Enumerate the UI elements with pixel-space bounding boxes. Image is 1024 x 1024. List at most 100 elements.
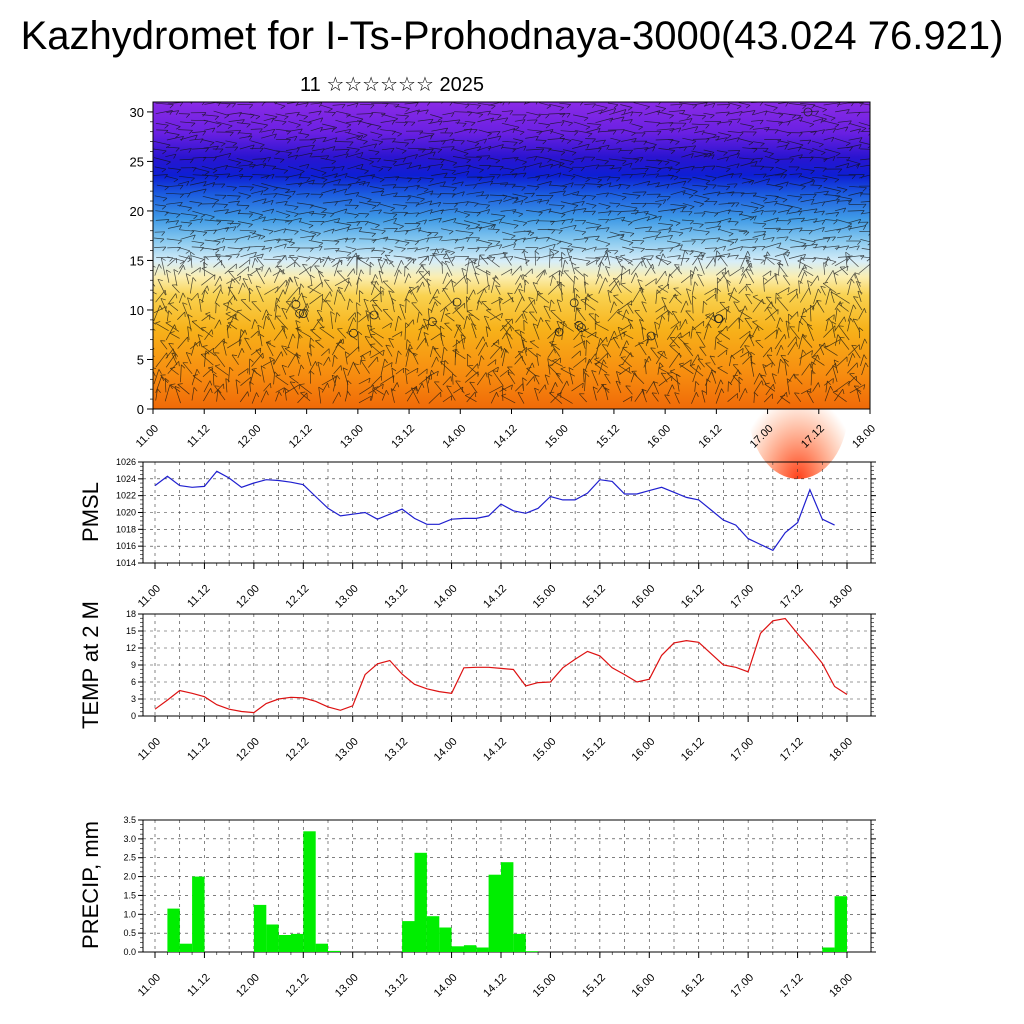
wind-barb bbox=[336, 110, 351, 115]
wind-barb-flag bbox=[560, 151, 566, 156]
wind-barb-flag bbox=[856, 163, 860, 169]
wind-barb-flag bbox=[818, 382, 821, 388]
wind-barb bbox=[573, 294, 577, 312]
wind-barb-flag bbox=[607, 289, 613, 294]
wind-barb-flag bbox=[328, 256, 331, 262]
wind-barb-flag bbox=[475, 224, 481, 228]
wind-barb bbox=[466, 391, 476, 403]
wind-barb-flag bbox=[473, 289, 476, 295]
wind-barb-flag bbox=[187, 222, 193, 227]
wind-barb bbox=[833, 272, 837, 285]
wind-barb bbox=[404, 322, 407, 340]
wind-barb bbox=[860, 148, 870, 150]
x-tick-label: 12.12 bbox=[287, 423, 315, 451]
wind-barb bbox=[823, 113, 836, 119]
wind-barb-flag bbox=[190, 102, 193, 105]
wind-barb bbox=[764, 274, 777, 285]
wind-barb bbox=[441, 168, 456, 172]
wind-barb-flag bbox=[365, 213, 370, 218]
wind-barb-flag bbox=[827, 256, 832, 261]
wind-barb bbox=[572, 143, 590, 149]
wind-barb-flag bbox=[744, 305, 748, 311]
wind-barb bbox=[658, 208, 676, 212]
wind-barb bbox=[250, 128, 263, 130]
wind-barb-flag bbox=[663, 350, 666, 356]
wind-barb bbox=[715, 209, 731, 214]
wind-barb bbox=[715, 245, 726, 250]
wind-barb-flag bbox=[676, 373, 681, 377]
wind-barb-flag bbox=[874, 173, 876, 178]
wind-barb bbox=[774, 334, 785, 350]
wind-barb bbox=[619, 367, 630, 375]
wind-barb-flag bbox=[573, 225, 577, 230]
wind-barb bbox=[763, 255, 775, 265]
wind-barb-flag bbox=[858, 219, 862, 224]
wind-barb bbox=[741, 204, 759, 209]
wind-barb bbox=[323, 146, 336, 150]
wind-barb bbox=[836, 186, 848, 190]
wind-barb bbox=[357, 195, 372, 200]
wind-barb bbox=[263, 382, 271, 392]
wind-barb-flag bbox=[747, 251, 751, 256]
wind-barb bbox=[762, 270, 772, 277]
wind-barb-flag bbox=[627, 260, 633, 264]
wind-barb-flag bbox=[821, 129, 826, 135]
wind-barb-flag bbox=[551, 343, 557, 346]
wind-barb-flag bbox=[795, 288, 798, 294]
wind-barb-flag bbox=[592, 386, 598, 390]
wind-barb-flag bbox=[249, 186, 254, 191]
wind-barb bbox=[786, 378, 790, 395]
calm-circle bbox=[574, 320, 584, 330]
wind-barb-flag bbox=[674, 293, 678, 299]
wind-barb-flag bbox=[604, 387, 610, 391]
wind-barb bbox=[861, 362, 866, 376]
wind-barb-flag bbox=[315, 339, 321, 342]
wind-barb bbox=[824, 228, 841, 233]
wind-barb bbox=[560, 259, 566, 277]
wind-barb-flag bbox=[691, 140, 697, 145]
wind-barb-flag bbox=[226, 173, 231, 179]
wind-barb bbox=[309, 337, 311, 348]
wind-barb bbox=[637, 279, 644, 294]
wind-barb bbox=[466, 258, 470, 276]
wind-barb bbox=[644, 146, 655, 150]
wind-barb bbox=[319, 327, 335, 339]
wind-barb bbox=[453, 170, 470, 176]
x-tick-label: 16.12 bbox=[679, 972, 707, 1000]
wind-barb-flag bbox=[708, 323, 712, 329]
wind-barb bbox=[812, 382, 819, 392]
wind-barb-flag bbox=[311, 145, 315, 150]
wind-barb bbox=[464, 120, 476, 123]
wind-barb-flag bbox=[179, 260, 185, 265]
wind-barb-flag bbox=[456, 119, 461, 125]
wind-barb bbox=[586, 202, 597, 206]
wind-barb bbox=[260, 390, 267, 403]
wind-barb-flag bbox=[669, 247, 674, 253]
wind-barb-flag bbox=[783, 253, 789, 256]
wind-barb bbox=[830, 292, 835, 304]
wind-barb-flag bbox=[723, 245, 726, 251]
wind-barb-flag bbox=[153, 321, 156, 325]
wind-barb-flag bbox=[655, 254, 661, 257]
wind-barb bbox=[154, 166, 166, 170]
wind-barb-flag bbox=[868, 233, 870, 236]
wind-barb-flag bbox=[583, 273, 589, 277]
wind-barb bbox=[404, 139, 415, 141]
wind-barb-flag bbox=[621, 196, 627, 201]
wind-barb bbox=[262, 199, 274, 204]
wind-barb-flag bbox=[333, 354, 338, 360]
wind-barb-flag bbox=[659, 362, 664, 367]
wind-barb bbox=[823, 194, 841, 197]
wind-barb bbox=[690, 270, 692, 286]
wind-barb bbox=[177, 204, 192, 209]
x-tick-label: 17.12 bbox=[778, 972, 806, 1000]
wind-barb bbox=[669, 127, 681, 132]
wind-barb bbox=[679, 112, 691, 116]
wind-barb bbox=[297, 152, 313, 157]
wind-barb bbox=[189, 181, 207, 186]
wind-barb bbox=[429, 248, 437, 265]
wind-barb-flag bbox=[623, 109, 627, 115]
wind-barb-flag bbox=[272, 218, 276, 224]
wind-barb bbox=[236, 158, 253, 163]
wind-barb bbox=[215, 121, 233, 127]
